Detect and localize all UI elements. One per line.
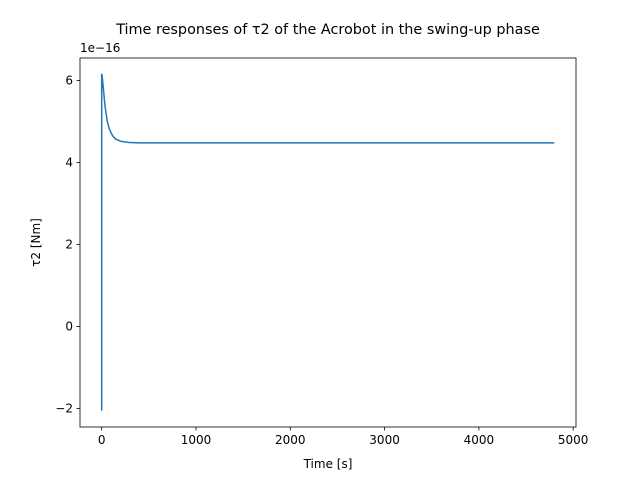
y-tick-label: 4 (65, 156, 73, 170)
x-tick-label: 1000 (181, 433, 212, 447)
y-tick-label: 0 (65, 320, 73, 334)
x-tick-label: 5000 (558, 433, 589, 447)
y-axis-offset-label: 1e−16 (80, 41, 120, 55)
y-axis-label: τ2 [Nm] (29, 218, 43, 267)
series-line-tau2 (100, 73, 555, 411)
y-tick-label: 6 (65, 74, 73, 88)
x-tick-label: 2000 (275, 433, 306, 447)
x-tick-label: 3000 (369, 433, 400, 447)
x-tick-label: 0 (98, 433, 106, 447)
y-tick-label: 2 (65, 238, 73, 252)
x-axis-label: Time [s] (303, 457, 353, 471)
chart-title: Time responses of τ2 of the Acrobot in t… (115, 22, 540, 38)
x-tick-label: 4000 (464, 433, 495, 447)
x-axis-ticks: 0 1000 2000 3000 4000 5000 (98, 427, 589, 447)
y-axis-ticks: −2 0 2 4 6 (55, 74, 80, 416)
y-tick-label: −2 (55, 402, 73, 416)
plot-frame (79, 57, 577, 428)
